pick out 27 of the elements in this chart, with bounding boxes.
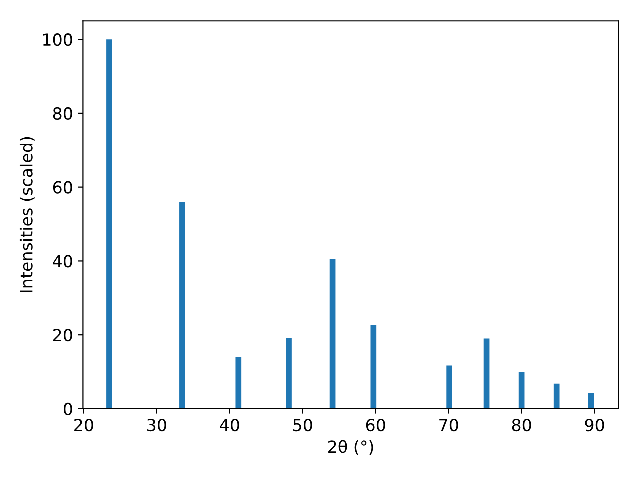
x-tick-label: 60 xyxy=(366,418,386,432)
bar xyxy=(180,202,186,409)
x-tick-label: 20 xyxy=(74,418,94,432)
bar xyxy=(106,40,112,409)
bar xyxy=(554,384,560,409)
y-tick-label: 100 xyxy=(43,34,72,46)
x-tick-label: 80 xyxy=(512,418,532,432)
y-tick-label: 80 xyxy=(53,107,72,120)
y-tick-label: 0 xyxy=(64,402,72,416)
x-tick-label: 40 xyxy=(220,418,240,432)
x-tick-label: 90 xyxy=(585,418,604,432)
bar xyxy=(588,393,594,409)
x-tick-label: 50 xyxy=(294,418,312,432)
bar xyxy=(286,338,292,409)
bar xyxy=(370,325,377,409)
x-tick-label: 30 xyxy=(148,418,166,432)
y-tick-label: 20 xyxy=(53,329,72,342)
y-tick-label: 40 xyxy=(53,255,72,268)
bar xyxy=(330,258,336,409)
y-tick-label: 60 xyxy=(53,181,72,194)
x-tick-label: 70 xyxy=(440,418,458,432)
x-axis-title: 2θ (°) xyxy=(328,440,374,456)
bar xyxy=(518,372,525,409)
bar xyxy=(484,338,490,409)
bar xyxy=(236,357,242,409)
bar xyxy=(446,366,452,409)
y-axis-title: Intensities (scaled) xyxy=(20,137,35,292)
